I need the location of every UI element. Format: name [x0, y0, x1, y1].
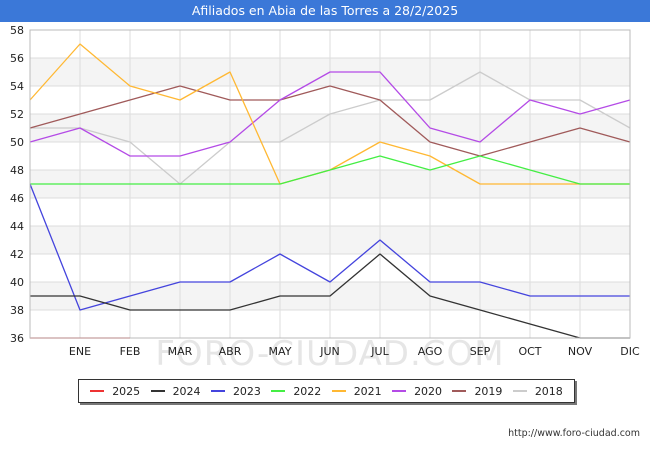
series-line-2019	[29, 85, 631, 157]
x-tick-label: AGO	[418, 345, 443, 358]
legend-item-2018: 2018	[512, 384, 563, 398]
y-tick-label: 56	[10, 52, 24, 65]
legend-label: 2022	[293, 384, 322, 398]
chart-title: Afiliados en Abia de las Torres a 28/2/2…	[0, 0, 650, 22]
legend-item-2023: 2023	[210, 384, 261, 398]
x-tick-label: ABR	[219, 345, 242, 358]
x-tick-label: SEP	[470, 345, 491, 358]
y-tick-label: 36	[10, 332, 24, 345]
legend-item-2024: 2024	[150, 384, 201, 398]
series-line-2020	[29, 71, 631, 157]
y-tick-label: 54	[10, 80, 24, 93]
legend-swatch	[331, 390, 346, 392]
chart-legend: 2025 2024 2023 2022 2021 2020 2019 2018	[78, 379, 575, 403]
y-tick-label: 44	[10, 220, 24, 233]
y-tick-label: 42	[10, 248, 24, 261]
x-tick-label: FEB	[120, 345, 141, 358]
y-tick-label: 52	[10, 108, 24, 121]
legend-swatch	[210, 390, 225, 392]
legend-swatch	[392, 390, 407, 392]
x-tick-label: ENE	[69, 345, 91, 358]
x-tick-label: MAR	[168, 345, 193, 358]
series-line-2024	[30, 253, 630, 339]
legend-swatch	[452, 390, 467, 392]
y-tick-label: 38	[10, 304, 24, 317]
y-tick-label: 48	[10, 164, 24, 177]
legend-label: 2025	[112, 384, 141, 398]
legend-label: 2019	[474, 384, 503, 398]
legend-swatch	[512, 390, 527, 392]
legend-item-2020: 2020	[392, 385, 442, 398]
x-tick-label: OCT	[518, 345, 541, 358]
watermark-text: FORO-CIUDAD.COM	[155, 334, 504, 374]
x-tick-label: JUL	[370, 345, 389, 358]
legend-label: 2018	[534, 384, 563, 398]
legend-item-2021: 2021	[331, 384, 382, 398]
y-tick-label: 40	[10, 276, 24, 289]
legend-item-2022: 2022	[271, 385, 321, 398]
series-line-2022	[30, 155, 630, 185]
y-tick-label: 50	[10, 136, 24, 149]
plot-frame	[29, 29, 631, 339]
x-tick-label: MAY	[269, 345, 292, 358]
y-tick-label: 58	[10, 24, 24, 37]
source-url: http://www.foro-ciudad.com	[508, 428, 640, 439]
legend-item-2019: 2019	[452, 385, 502, 398]
legend-label: 2020	[414, 384, 443, 398]
legend-label: 2023	[232, 384, 261, 398]
legend-label: 2024	[172, 384, 201, 398]
series-line-2023	[29, 183, 630, 311]
x-tick-label: JUN	[319, 345, 340, 358]
y-tick-label: 46	[10, 192, 24, 205]
legend-swatch	[90, 390, 105, 392]
x-tick-label: DIC	[620, 345, 640, 358]
legend-swatch	[271, 390, 286, 392]
x-tick-label: NOV	[568, 345, 593, 358]
legend-swatch	[150, 390, 165, 392]
legend-item-2025: 2025	[90, 385, 140, 398]
legend-label: 2021	[353, 384, 382, 398]
